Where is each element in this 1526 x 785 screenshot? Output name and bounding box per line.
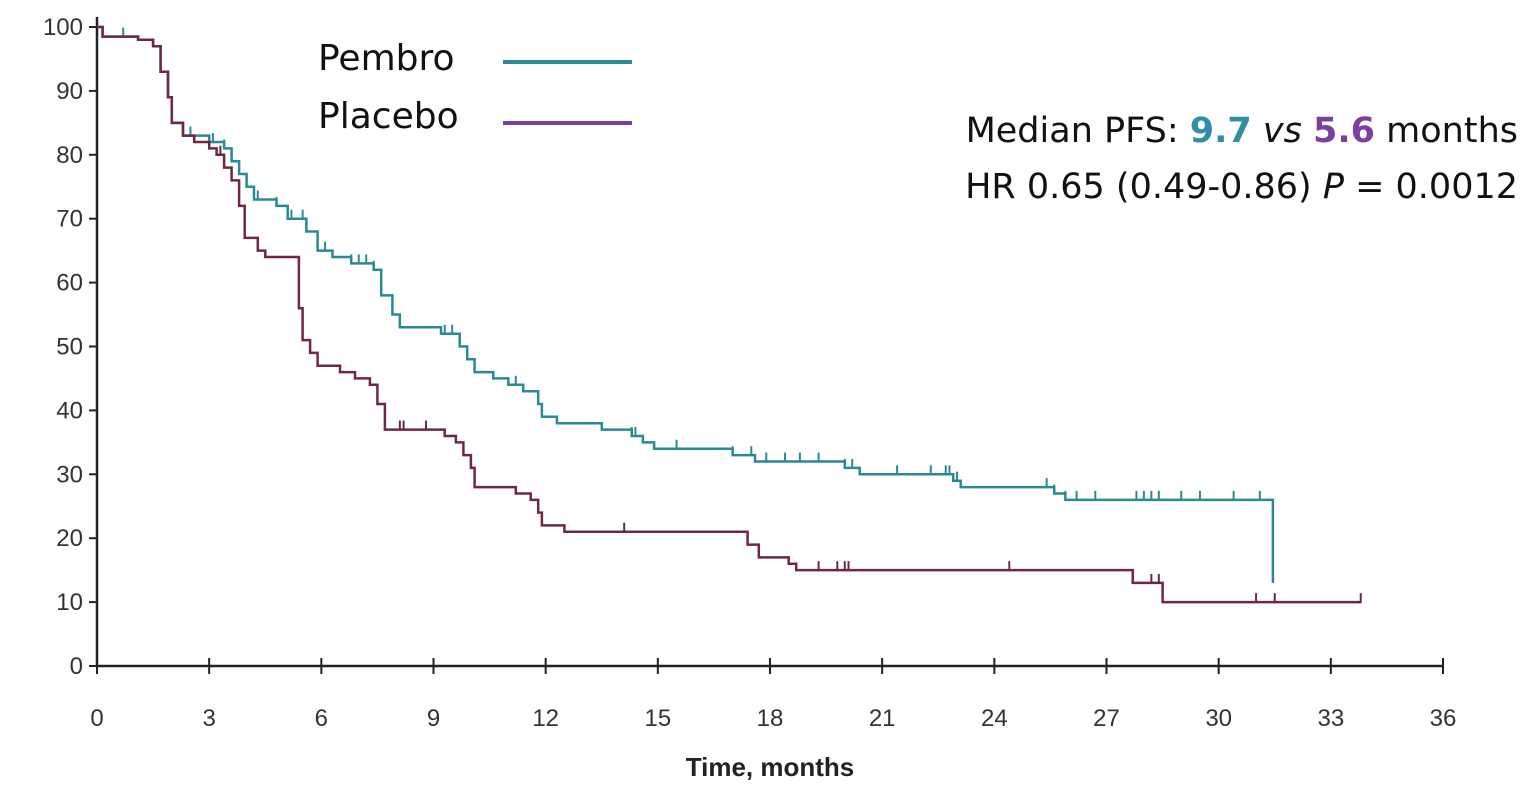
legend-label-placebo: Placebo (318, 96, 459, 137)
x-tick-label: 3 (202, 705, 215, 732)
median-pfs-prefix: Median PFS: (965, 111, 1190, 151)
x-tick-label: 21 (869, 705, 896, 732)
legend-label-pembro: Pembro (318, 38, 455, 79)
median-pfs-annotation: Median PFS: 9.7 vs 5.6 months (966, 111, 1518, 151)
hazard-ratio-annotation: HR 0.65 (0.49-0.86) P = 0.0012 (965, 167, 1518, 207)
x-tick-label: 30 (1205, 705, 1232, 732)
y-tick-label: 80 (56, 142, 83, 169)
y-tick-label: 90 (56, 78, 83, 105)
pembro-median-value: 9.7 (1189, 111, 1252, 151)
x-tick-label: 36 (1430, 705, 1457, 732)
p-label: P (1322, 167, 1344, 207)
curve-pembro (97, 25, 1275, 583)
x-axis-ticks: 0 3 6 9 12 15 18 21 24 27 30 33 36 (90, 658, 1456, 732)
survival-curves (97, 25, 1362, 604)
legend: Pembro Placebo (318, 38, 632, 137)
y-tick-label: 50 (56, 334, 83, 361)
x-tick-label: 18 (757, 705, 784, 732)
x-tick-label: 9 (427, 705, 440, 732)
placebo-median-value: 5.6 (1313, 111, 1376, 151)
p-value-text: = 0.0012 (1343, 167, 1518, 207)
vs-text: vs (1262, 111, 1302, 151)
x-tick-label: 6 (315, 705, 328, 732)
x-tick-label: 24 (981, 705, 1008, 732)
x-tick-label: 12 (532, 705, 559, 732)
x-axis-label: Time, months (686, 752, 855, 782)
y-tick-label: 0 (70, 653, 83, 680)
y-axis-ticks: 0 10 20 30 40 50 60 70 80 90 100 (43, 14, 97, 680)
y-tick-label: 10 (56, 589, 83, 616)
y-tick-label: 70 (56, 206, 83, 233)
x-tick-label: 15 (644, 705, 671, 732)
x-tick-label: 33 (1317, 705, 1344, 732)
y-tick-label: 20 (56, 525, 83, 552)
curve-placebo (97, 25, 1361, 604)
y-tick-label: 40 (56, 397, 83, 424)
y-tick-label: 100 (43, 14, 83, 41)
hr-text: HR 0.65 (0.49-0.86) (965, 167, 1323, 207)
y-tick-label: 30 (56, 461, 83, 488)
y-tick-label: 60 (56, 270, 83, 297)
x-tick-label: 0 (90, 705, 103, 732)
median-pfs-suffix: months (1375, 111, 1518, 151)
x-tick-label: 27 (1093, 705, 1120, 732)
